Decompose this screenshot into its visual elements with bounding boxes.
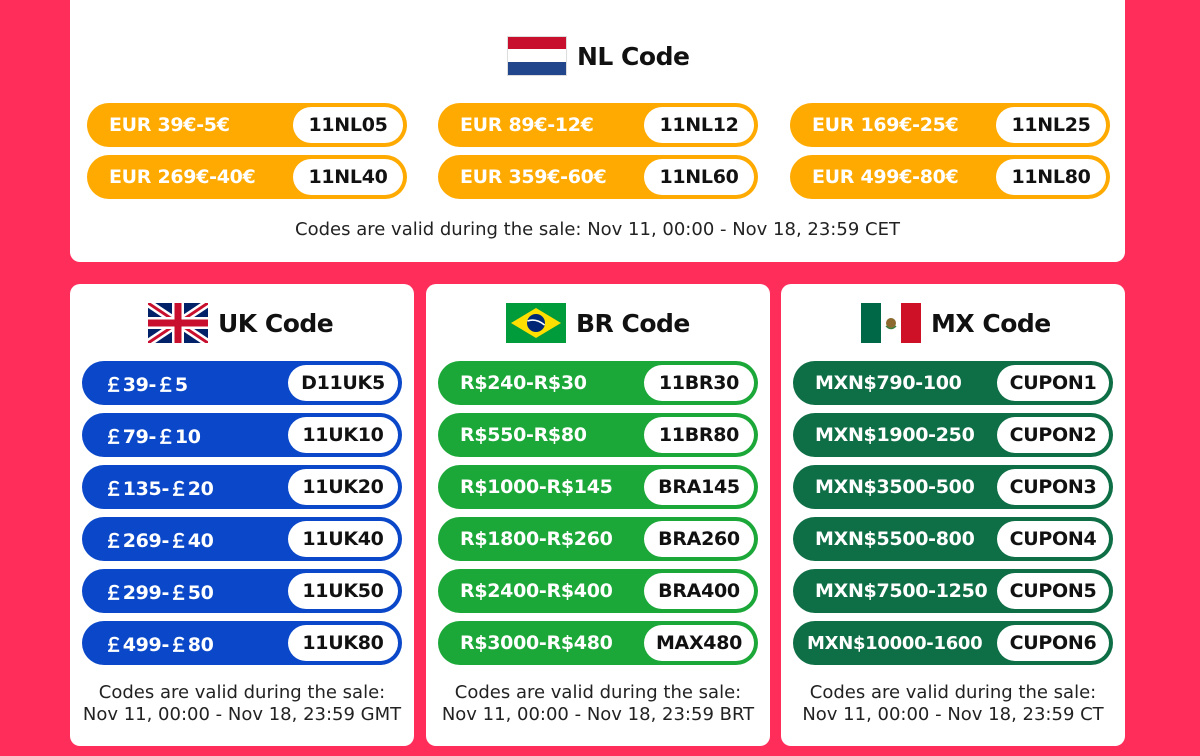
nl-coupon-row[interactable]: EUR 89€-12€ 11NL12 [438,103,758,147]
mx-coupon-range: MXN$10000-1600 [807,632,983,654]
nl-coupon-code[interactable]: 11NL25 [996,107,1106,143]
nl-coupon-range: EUR 89€-12€ [460,114,594,136]
uk-coupon-code[interactable]: D11UK5 [288,365,398,401]
br-panel-title: BR Code [576,308,690,338]
mx-coupon-range: MXN$5500-800 [815,528,975,550]
mx-coupon-code[interactable]: CUPON4 [997,521,1109,557]
br-coupon-range: R$1000-R$145 [460,476,613,498]
br-validity-line1: Codes are valid during the sale: [454,682,742,703]
nl-coupon-range: EUR 169€-25€ [812,114,959,136]
mx-coupon-range: MXN$1900-250 [815,424,975,446]
uk-validity-line1: Codes are valid during the sale: [98,682,386,703]
uk-coupon-row[interactable]: ￡499-￡80 11UK80 [82,621,402,665]
uk-coupon-code[interactable]: 11UK50 [288,573,398,609]
uk-coupon-code[interactable]: 11UK20 [288,469,398,505]
br-coupon-code[interactable]: BRA260 [644,521,754,557]
mx-coupon-code[interactable]: CUPON1 [997,365,1109,401]
br-coupon-row[interactable]: R$3000-R$480 MAX480 [438,621,758,665]
uk-coupon-row[interactable]: ￡299-￡50 11UK50 [82,569,402,613]
uk-coupon-range: ￡135-￡20 [104,477,214,500]
nl-coupon-row[interactable]: EUR 359€-60€ 11NL60 [438,155,758,199]
nl-coupon-code[interactable]: 11NL12 [644,107,754,143]
uk-coupon-row[interactable]: ￡39-￡5 D11UK5 [82,361,402,405]
mx-coupon-row[interactable]: MXN$790-100 CUPON1 [793,361,1113,405]
mx-validity-line2: Nov 11, 00:00 - Nov 18, 23:59 CT [802,704,1104,725]
br-code-panel: BR Code R$240-R$30 11BR30 R$550-R$80 11B… [426,284,770,746]
uk-coupon-code[interactable]: 11UK40 [288,521,398,557]
br-coupon-code[interactable]: BRA145 [644,469,754,505]
nl-code-panel: NL Code EUR 39€-5€ 11NL05 EUR 89€-12€ 11… [70,0,1125,262]
br-coupon-code[interactable]: 11BR30 [644,365,754,401]
nl-coupon-row[interactable]: EUR 39€-5€ 11NL05 [87,103,407,147]
uk-validity-line2: Nov 11, 00:00 - Nov 18, 23:59 GMT [82,704,402,725]
mx-coupon-row[interactable]: MXN$3500-500 CUPON3 [793,465,1113,509]
uk-coupon-range: ￡269-￡40 [104,529,214,552]
mx-coupon-code[interactable]: CUPON5 [997,573,1109,609]
nl-coupon-code[interactable]: 11NL05 [293,107,403,143]
br-coupon-row[interactable]: R$1800-R$260 BRA260 [438,517,758,561]
br-coupon-code[interactable]: 11BR80 [644,417,754,453]
mx-panel-title: MX Code [931,308,1051,338]
nl-coupon-code[interactable]: 11NL80 [996,159,1106,195]
mx-coupon-row[interactable]: MXN$1900-250 CUPON2 [793,413,1113,457]
uk-coupon-row[interactable]: ￡79-￡10 11UK10 [82,413,402,457]
uk-coupon-range: ￡39-￡5 [104,373,188,396]
uk-coupon-row[interactable]: ￡135-￡20 11UK20 [82,465,402,509]
nl-coupon-code[interactable]: 11NL60 [644,159,754,195]
netherlands-flag-icon [507,36,567,76]
nl-coupon-range: EUR 499€-80€ [812,166,959,188]
mx-coupon-code[interactable]: CUPON2 [997,417,1109,453]
brazil-flag-icon [506,303,566,343]
uk-code-panel: UK Code ￡39-￡5 D11UK5 ￡79-￡10 11UK10 ￡13… [70,284,414,746]
uk-coupon-code[interactable]: 11UK10 [288,417,398,453]
mx-coupon-row[interactable]: MXN$5500-800 CUPON4 [793,517,1113,561]
br-coupon-range: R$2400-R$400 [460,580,613,602]
uk-coupon-range: ￡79-￡10 [104,425,201,448]
mx-coupon-code[interactable]: CUPON6 [997,625,1109,661]
mx-coupon-code[interactable]: CUPON3 [997,469,1109,505]
br-coupon-row[interactable]: R$550-R$80 11BR80 [438,413,758,457]
nl-panel-title: NL Code [577,41,690,71]
uk-coupon-range: ￡299-￡50 [104,581,214,604]
nl-panel-header: NL Code [507,36,690,76]
br-coupon-row[interactable]: R$2400-R$400 BRA400 [438,569,758,613]
br-coupon-range: R$1800-R$260 [460,528,613,550]
nl-coupon-range: EUR 39€-5€ [109,114,230,136]
united-kingdom-flag-icon [148,303,208,343]
br-coupon-range: R$3000-R$480 [460,632,613,654]
uk-validity-note: Codes are valid during the sale: Nov 11,… [70,682,414,726]
br-validity-note: Codes are valid during the sale: Nov 11,… [426,682,770,726]
nl-validity-note: Codes are valid during the sale: Nov 11,… [295,219,900,240]
br-panel-header: BR Code [506,303,690,343]
br-coupon-row[interactable]: R$240-R$30 11BR30 [438,361,758,405]
uk-panel-title: UK Code [218,308,334,338]
mx-coupon-range: MXN$3500-500 [815,476,975,498]
nl-coupon-row[interactable]: EUR 169€-25€ 11NL25 [790,103,1110,147]
uk-coupon-range: ￡499-￡80 [104,633,214,656]
br-coupon-code[interactable]: BRA400 [644,573,754,609]
nl-coupon-range: EUR 269€-40€ [109,166,256,188]
br-coupon-range: R$550-R$80 [460,424,587,446]
mx-code-panel: MX Code MXN$790-100 CUPON1 MXN$1900-250 … [781,284,1125,746]
mx-coupon-range: MXN$7500-1250 [815,580,988,602]
uk-panel-header: UK Code [148,303,334,343]
br-coupon-range: R$240-R$30 [460,372,587,394]
nl-coupon-row[interactable]: EUR 269€-40€ 11NL40 [87,155,407,199]
nl-coupon-range: EUR 359€-60€ [460,166,607,188]
mx-coupon-range: MXN$790-100 [815,372,962,394]
mx-validity-line1: Codes are valid during the sale: [809,682,1097,703]
nl-coupon-code[interactable]: 11NL40 [293,159,403,195]
nl-coupon-row[interactable]: EUR 499€-80€ 11NL80 [790,155,1110,199]
br-validity-line2: Nov 11, 00:00 - Nov 18, 23:59 BRT [441,704,755,725]
uk-coupon-row[interactable]: ￡269-￡40 11UK40 [82,517,402,561]
br-coupon-code[interactable]: MAX480 [644,625,754,661]
mx-coupon-row[interactable]: MXN$7500-1250 CUPON5 [793,569,1113,613]
br-coupon-row[interactable]: R$1000-R$145 BRA145 [438,465,758,509]
mexico-flag-icon [861,303,921,343]
mx-validity-note: Codes are valid during the sale: Nov 11,… [781,682,1125,726]
uk-coupon-code[interactable]: 11UK80 [288,625,398,661]
mx-panel-header: MX Code [861,303,1051,343]
mx-coupon-row[interactable]: MXN$10000-1600 CUPON6 [793,621,1113,665]
